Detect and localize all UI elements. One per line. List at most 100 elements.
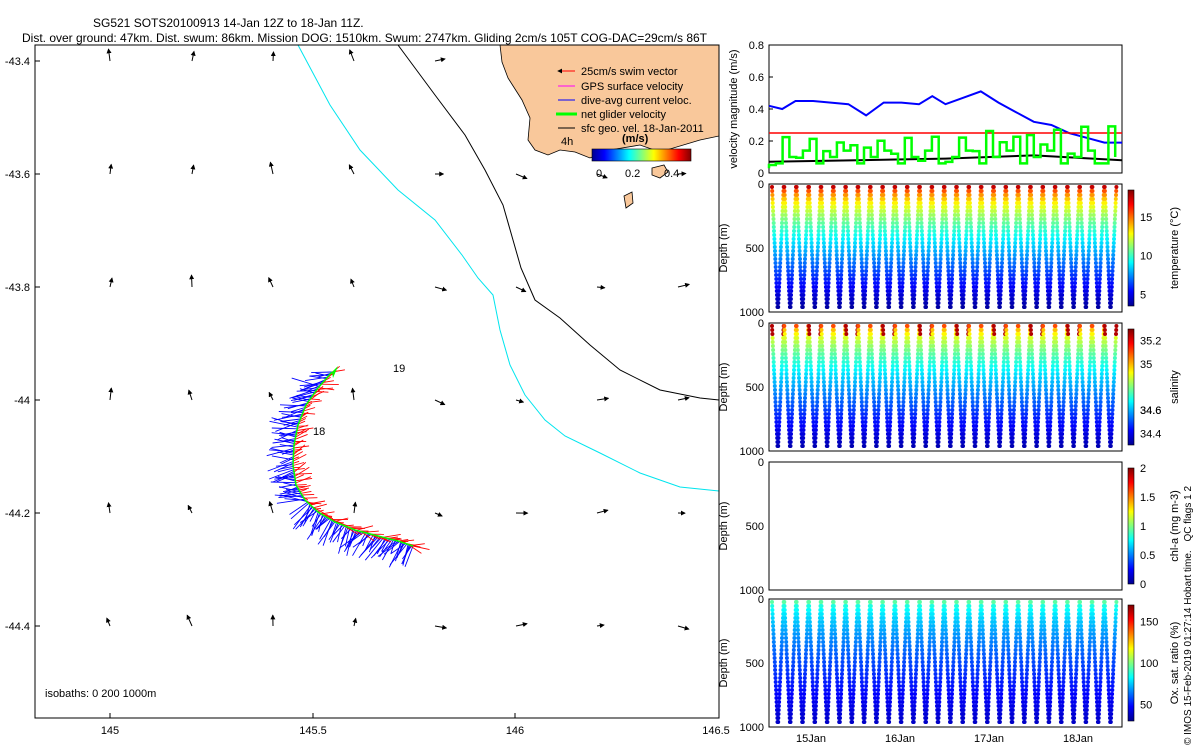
profile-point [868,185,873,189]
colorbar-tick: 35.2 [1140,336,1161,348]
profile-point [939,233,944,237]
profile-point [828,660,833,664]
geo-arrow [434,512,443,517]
profile-point [920,245,925,249]
profile-point [1008,269,1012,273]
profile-point [845,632,850,636]
profile-point [804,640,809,644]
profile-point [937,420,942,424]
profile-point [956,356,961,360]
profile-point [998,432,1003,436]
profile-point [990,348,995,352]
profile-point [975,684,979,688]
profile-point [981,652,986,656]
profile-point [1075,225,1080,229]
profile-point [1000,249,1005,253]
profile-point [1055,237,1060,241]
profile-point [835,676,840,680]
profile-point [1112,368,1117,372]
profile-point [1081,257,1086,261]
profile-point [1025,372,1030,376]
profile-point [1045,281,1050,285]
profile-point [838,436,843,440]
profile-point [975,676,980,680]
profile-point [909,412,914,416]
profile-point [1055,233,1060,237]
profile-point [896,404,901,408]
profile-point [995,269,1000,273]
profile-point [983,265,988,269]
profile-point [955,189,959,193]
dac-vector [296,396,310,401]
profile-point [967,616,972,620]
geo-arrow [268,391,274,401]
profile-point [1094,404,1099,408]
profile-point [1042,221,1047,225]
profile-point [1110,400,1115,404]
profile-point [1075,233,1080,237]
profile-point [1005,213,1010,217]
profile-point [863,416,868,420]
profile-point [1110,269,1115,273]
profile-point [1113,205,1118,209]
profile-point [839,273,844,277]
profile-point [1111,249,1116,253]
profile-point [771,360,776,364]
profile-point [939,245,944,249]
profile-point [771,221,776,225]
profile-point [981,640,986,644]
profile-point [965,632,969,636]
profile-point [1010,301,1015,305]
profile-point [778,388,783,392]
profile-point [785,660,790,664]
profile-point [1035,428,1040,432]
profile-point [945,668,950,672]
profile-point [1012,388,1017,392]
profile-point [1078,189,1083,193]
profile-point [831,324,836,328]
profile-point [907,368,912,372]
profile-point [903,628,908,632]
profile-point [968,360,973,364]
profile-point [912,285,917,289]
profile-point [792,217,797,221]
net-velocity-series [767,125,1117,169]
profile-point [1086,265,1090,269]
profile-point [834,664,839,668]
profile-point [912,424,917,428]
profile-point [1111,396,1116,400]
profile-point [1042,217,1047,221]
profile-point [1100,225,1105,229]
profile-point [979,189,984,193]
profile-point [973,297,978,301]
profile-point [871,237,875,241]
profile-point [850,708,855,712]
profile-point [1037,384,1042,388]
profile-point [878,225,883,229]
profile-point [1079,348,1084,352]
profile-point [859,257,864,261]
profile-point [1039,348,1044,352]
profile-point [930,340,935,344]
profile-point [924,704,929,708]
profile-point [949,432,954,436]
profile-point [976,241,981,245]
profile-point [1038,360,1043,364]
profile-point [879,352,883,356]
profile-point [776,704,781,708]
profile-point [894,344,899,348]
profile-point [953,624,958,628]
profile-point [950,269,955,273]
depth-panel-salinity: Depth (m)0500100034.434.634.63535.2salin… [718,318,1181,458]
profile-point [1073,273,1078,277]
dac-vector [271,417,299,426]
profile-point [770,324,774,328]
profile-point [834,253,839,257]
profile-point [773,664,777,668]
dac-vector [278,486,301,493]
profile-point [1024,396,1029,400]
profile-point [1008,416,1013,420]
profile-point [906,209,911,213]
profile-point [952,360,957,364]
dac-vector [315,518,330,530]
